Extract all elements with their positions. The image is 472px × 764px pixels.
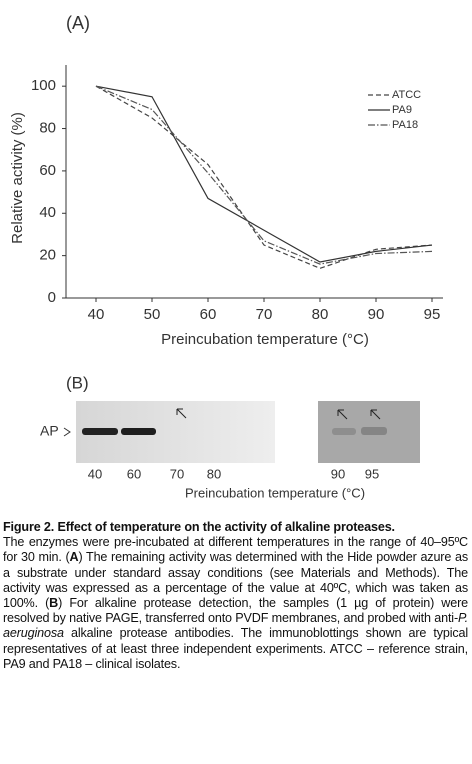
caption-title: Figure 2. Effect of temperature on the a… xyxy=(3,520,395,534)
y-tick-label: 60 xyxy=(39,162,56,179)
x-tick-label: 80 xyxy=(312,306,329,323)
lane-label: 80 xyxy=(207,466,221,481)
blot-band xyxy=(82,428,118,435)
legend-label: ATCC xyxy=(392,89,421,101)
x-axis-label: Preincubation temperature (°C) xyxy=(161,331,369,348)
arrow xyxy=(337,409,348,420)
marker-arrow xyxy=(63,427,71,437)
y-tick-label: 100 xyxy=(31,77,56,94)
x-tick-label: 60 xyxy=(200,306,217,323)
panel-label: (B) xyxy=(66,373,89,392)
figure-caption: Figure 2. Effect of temperature on the a… xyxy=(3,520,468,672)
x-tick-label: 40 xyxy=(88,306,105,323)
blot-band xyxy=(332,428,356,435)
y-tick-label: 40 xyxy=(39,204,56,221)
x-tick-label: 70 xyxy=(256,306,273,323)
x-tick-label: 95 xyxy=(424,306,441,323)
panel-label: (A) xyxy=(66,13,90,33)
caption-text: B xyxy=(49,596,59,611)
series-line xyxy=(95,85,433,269)
lane-label: 90 xyxy=(331,466,345,481)
lane-label: 95 xyxy=(365,466,379,481)
legend-label: PA9 xyxy=(392,104,412,116)
caption-text: The enzymes were pre-incubated at differ… xyxy=(3,535,468,565)
legend-label: PA18 xyxy=(392,119,418,131)
band-marker: AP xyxy=(40,423,59,439)
y-axis-label: Relative activity (%) xyxy=(9,112,26,244)
arrow xyxy=(176,408,187,419)
caption-text: ) The remaining activity was determined … xyxy=(3,550,468,611)
lane-label: 70 xyxy=(170,466,184,481)
series-line xyxy=(95,85,433,263)
figure: (A) Relative activity (%) Preincubation … xyxy=(9,13,443,500)
arrow xyxy=(370,409,381,420)
caption-text: A xyxy=(69,550,79,565)
y-tick-label: 0 xyxy=(48,289,56,306)
x-tick-label: 50 xyxy=(144,306,161,323)
caption-text: P. aeruginosa xyxy=(3,611,468,641)
caption-text: alkaline protease antibodies. The immuno… xyxy=(3,626,468,671)
lane-label: 40 xyxy=(88,466,102,481)
x-tick-label: 90 xyxy=(368,306,385,323)
blot-band xyxy=(361,427,387,435)
y-tick-label: 80 xyxy=(39,120,56,137)
lane-label: 60 xyxy=(127,466,141,481)
x-axis-label: Preincubation temperature (°C) xyxy=(185,485,365,500)
caption-text: ) For alkaline protease detection, the s… xyxy=(3,596,468,626)
blot-band xyxy=(121,428,156,435)
series-line xyxy=(95,85,433,265)
y-tick-label: 20 xyxy=(39,247,56,264)
